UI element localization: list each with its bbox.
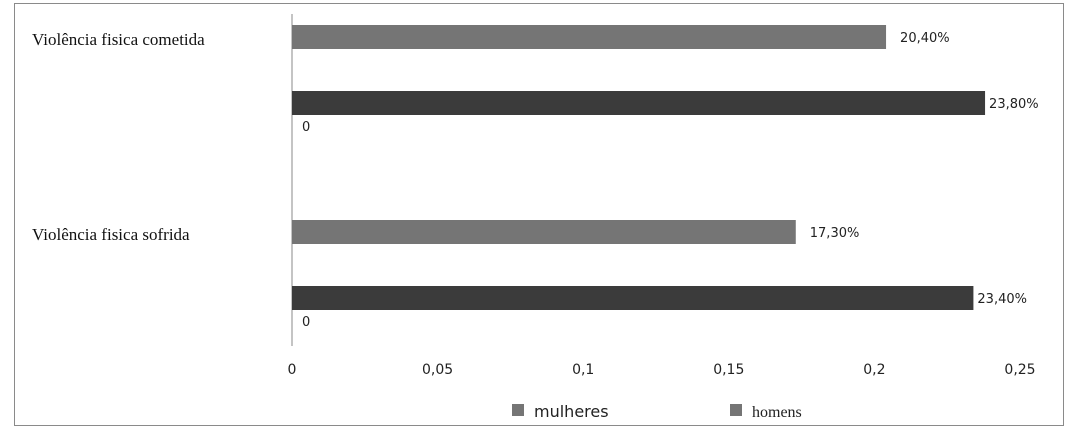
legend: mulheres homens (512, 402, 802, 421)
data-label: 17,30% (810, 226, 860, 241)
x-tick-label: 0,15 (713, 362, 744, 378)
x-axis-tick-labels: 0 0,05 0,1 0,15 0,2 0,25 (288, 362, 1036, 378)
bar-mulheres-0 (292, 25, 887, 49)
bar-homens-1 (292, 286, 974, 310)
x-tick-label: 0,25 (1004, 362, 1035, 378)
x-tick-label: 0 (288, 362, 297, 378)
bar-mulheres-1 (292, 220, 796, 244)
category-label: Violência fisica cometida (32, 30, 205, 49)
bar-homens-0 (292, 91, 986, 115)
bars (292, 25, 986, 310)
category-label: Violência fisica sofrida (32, 225, 190, 244)
zero-label: 0 (302, 120, 310, 135)
x-tick-label: 0,1 (572, 362, 594, 378)
legend-item-homens-swatch (730, 404, 742, 416)
x-tick-label: 0,05 (422, 362, 453, 378)
x-tick-label: 0,2 (863, 362, 885, 378)
legend-item-mulheres-label: mulheres (534, 402, 609, 421)
data-labels: 20,40% 17,30% 23,80% 23,40% 0 0 (302, 31, 1039, 330)
data-label: 20,40% (900, 31, 950, 46)
chart-frame (14, 3, 1064, 426)
legend-item-homens-label: homens (752, 404, 802, 421)
data-label: 23,40% (977, 292, 1027, 307)
category-labels: Violência fisica cometida Violência fisic… (32, 30, 205, 244)
zero-label: 0 (302, 315, 310, 330)
legend-item-mulheres-swatch (512, 404, 524, 416)
data-label: 23,80% (989, 97, 1039, 112)
